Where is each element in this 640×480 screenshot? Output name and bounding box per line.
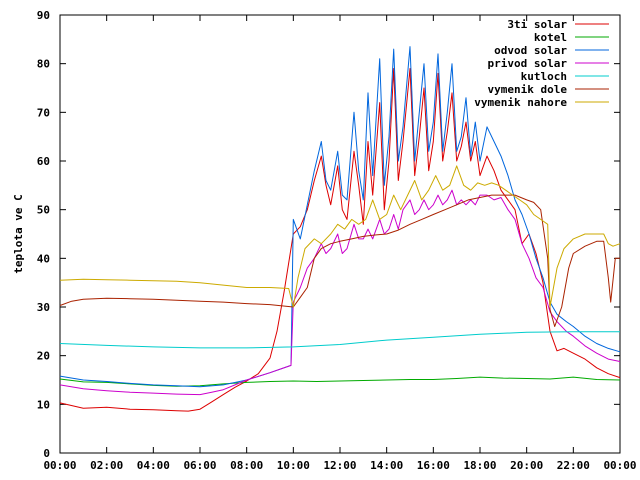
y-tick-label: 90 [37, 9, 50, 22]
y-tick-label: 20 [37, 350, 50, 363]
x-tick-label: 06:00 [183, 459, 216, 472]
y-tick-label: 50 [37, 204, 50, 217]
series-lines [59, 46, 621, 412]
series-line-kotel [59, 376, 621, 387]
series-line-vymenik-nahore [59, 165, 621, 308]
x-tick-label: 14:00 [370, 459, 403, 472]
series-line-3ti-solar [59, 68, 621, 412]
series-line-kutloch [59, 331, 620, 349]
legend-label-privod-solar: privod solar [488, 57, 568, 70]
y-tick-label: 60 [37, 155, 50, 168]
series-line-privod-solar [59, 189, 621, 396]
legend-label-kotel: kotel [534, 31, 567, 44]
x-tick-label: 08:00 [230, 459, 263, 472]
x-tick-label: 02:00 [90, 459, 123, 472]
y-tick-label: 40 [37, 252, 50, 265]
legend-label-vymenik-nahore: vymenik nahore [474, 96, 567, 109]
y-tick-label: 80 [37, 58, 50, 71]
x-tick-label: 16:00 [417, 459, 450, 472]
axis-ticks: 0 10 20 30 40 50 60 70 80 90 00:00 02:00 04:00 06:00 0… [37, 9, 637, 472]
legend-label-3ti-solar: 3ti solar [507, 18, 567, 31]
y-tick-label: 30 [37, 301, 50, 314]
legend-label-kutloch: kutloch [521, 70, 567, 83]
series-line-vymenik-dole [59, 194, 620, 327]
y-tick-label: 10 [37, 398, 50, 411]
x-tick-label: 00:00 [603, 459, 636, 472]
legend-label-vymenik-dole: vymenik dole [488, 83, 568, 96]
x-tick-label: 00:00 [43, 459, 76, 472]
x-tick-label: 22:00 [557, 459, 590, 472]
legend-label-odvod-solar: odvod solar [494, 44, 567, 57]
x-tick-label: 04:00 [137, 459, 170, 472]
x-tick-label: 10:00 [277, 459, 310, 472]
y-axis-title: teplota ve C [12, 194, 25, 273]
x-tick-label: 18:00 [463, 459, 496, 472]
series-line-odvod-solar [59, 46, 621, 388]
x-tick-label: 20:00 [510, 459, 543, 472]
y-tick-label: 0 [43, 447, 50, 460]
y-tick-label: 70 [37, 106, 50, 119]
x-tick-label: 12:00 [323, 459, 356, 472]
